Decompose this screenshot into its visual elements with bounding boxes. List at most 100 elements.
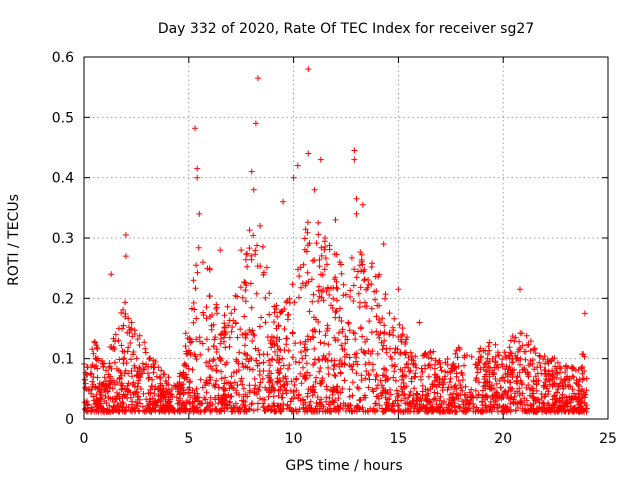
data-point [402, 351, 409, 358]
data-point [452, 350, 459, 357]
data-point [345, 405, 352, 412]
data-point [468, 386, 475, 393]
data-point [387, 391, 394, 398]
data-point [306, 240, 313, 247]
data-point [461, 392, 468, 399]
data-point [473, 404, 480, 411]
data-point [474, 369, 481, 376]
data-point [413, 401, 419, 408]
data-point [293, 376, 299, 383]
data-point [311, 345, 318, 352]
data-point [329, 305, 336, 312]
data-point [275, 369, 282, 376]
data-point [387, 345, 393, 352]
data-point [431, 395, 438, 402]
data-point [419, 382, 426, 389]
data-point [530, 346, 537, 353]
data-point [256, 384, 263, 390]
data-point [366, 318, 373, 325]
data-point [517, 361, 523, 368]
data-point [303, 360, 310, 367]
data-point [217, 247, 224, 254]
data-point [143, 396, 150, 403]
data-point [455, 395, 462, 402]
data-point [485, 363, 492, 370]
data-point [437, 403, 444, 410]
x-tick-label: 20 [494, 431, 512, 447]
data-point [214, 310, 221, 317]
data-point [304, 408, 311, 415]
data-point [115, 402, 122, 409]
data-point [492, 376, 499, 382]
data-point [310, 386, 317, 393]
data-point [251, 389, 258, 396]
data-point [104, 388, 111, 394]
data-point [106, 364, 113, 371]
data-point [228, 310, 235, 317]
data-point [369, 260, 375, 267]
data-point [166, 406, 173, 413]
data-point [101, 387, 108, 393]
data-point [437, 393, 444, 400]
data-point [221, 338, 227, 345]
data-point [549, 396, 556, 403]
data-point [487, 403, 494, 410]
data-point [436, 357, 443, 364]
data-point [300, 261, 307, 268]
data-point [507, 395, 514, 402]
data-point [515, 348, 521, 355]
data-point [484, 351, 491, 358]
data-point [354, 403, 361, 410]
data-point [162, 378, 169, 384]
data-point [367, 350, 374, 357]
data-point [103, 400, 110, 407]
data-point [127, 394, 134, 401]
data-point [333, 308, 340, 314]
data-point [508, 350, 515, 357]
data-point [496, 352, 502, 359]
data-point [222, 344, 229, 351]
data-point [292, 358, 299, 365]
data-point [133, 355, 140, 362]
data-point [295, 392, 302, 399]
data-point [283, 299, 290, 306]
data-point [510, 396, 517, 403]
data-point [402, 364, 408, 371]
data-point [525, 362, 532, 369]
data-point [218, 375, 225, 382]
data-point [246, 245, 253, 252]
data-point [244, 263, 251, 270]
data-point [548, 357, 555, 364]
data-point [419, 388, 426, 395]
data-point [508, 359, 515, 366]
data-point [566, 408, 573, 415]
data-point [350, 282, 357, 289]
data-point [304, 219, 311, 226]
data-point [325, 371, 332, 377]
data-point [373, 385, 380, 392]
data-point [284, 316, 291, 323]
data-point [334, 285, 341, 292]
data-point [517, 330, 524, 337]
data-point [473, 364, 480, 371]
data-point [481, 361, 488, 368]
data-point [476, 379, 482, 386]
data-point [459, 398, 466, 405]
data-point [493, 380, 500, 387]
data-point [434, 390, 441, 397]
data-point [274, 379, 281, 386]
data-point [524, 408, 530, 415]
data-point [125, 404, 132, 410]
data-point [226, 334, 233, 341]
data-point [583, 375, 590, 382]
data-point [237, 408, 244, 415]
data-point [360, 268, 367, 275]
data-point [552, 363, 559, 370]
data-point [553, 374, 560, 381]
data-point [338, 318, 345, 324]
data-point [349, 392, 356, 399]
data-point [108, 379, 115, 386]
data-point [366, 359, 372, 366]
data-point [358, 377, 365, 384]
data-point [128, 356, 135, 363]
